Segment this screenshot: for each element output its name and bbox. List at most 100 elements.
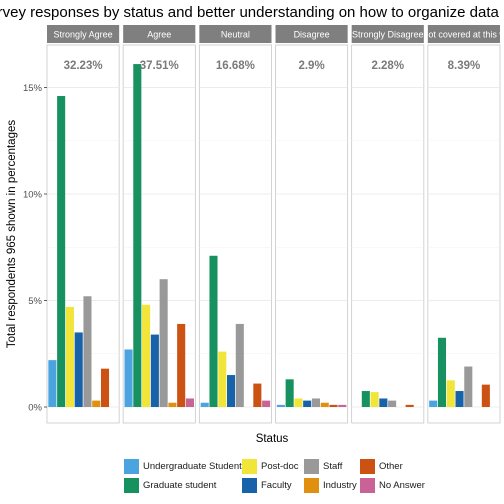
facet-strip-label: Strongly Disagree (352, 30, 424, 40)
legend-swatch (242, 458, 257, 474)
legend-label: No Answer (379, 479, 425, 491)
bar (370, 392, 379, 407)
facet-panel: Agree 37.51% (122, 25, 196, 424)
legend-item: Undergraduate Student (124, 458, 242, 474)
legend-label: Graduate student (143, 479, 217, 491)
bar (338, 404, 347, 407)
bar (262, 400, 271, 407)
facet-strip (47, 25, 120, 43)
legend-swatch (304, 477, 319, 493)
legend: Undergraduate Student Graduate student Pos… (124, 458, 444, 498)
facet-strip-label: Disagree (294, 30, 330, 40)
facet-panel: Neutral 16.68% (198, 25, 272, 424)
facet-strip-label: Agree (147, 30, 171, 40)
chart-title: urvey responses by status and better und… (0, 4, 504, 21)
bar (303, 400, 312, 407)
legend-label: Staff (323, 460, 343, 472)
bar (133, 64, 142, 407)
panel-total-label: 16.68% (216, 60, 255, 72)
bar (168, 402, 177, 407)
y-tick-label: 15% (23, 83, 43, 94)
facet-panels: Strongly Agree 32.23% Agree 37.51% Neutral 16… (46, 25, 504, 424)
bar (405, 404, 414, 407)
bar (185, 398, 194, 407)
bar (226, 375, 236, 407)
legend-item: Industry (304, 477, 357, 493)
legend-swatch (360, 458, 375, 474)
legend-swatch (242, 477, 257, 493)
bar (235, 323, 244, 407)
bar (253, 383, 262, 407)
bar (48, 360, 57, 407)
facet-panel: Not covered at this w 8.39% (422, 25, 504, 424)
facet-panel: Strongly Disagree 2.28% (351, 25, 425, 424)
bar (200, 402, 209, 407)
bar (57, 96, 66, 408)
bar (329, 404, 338, 407)
y-axis: 0% 5% 10% 15% (23, 83, 47, 414)
bar (294, 398, 303, 407)
panel-total-label: 2.28% (371, 60, 404, 72)
y-tick-label: 0% (28, 403, 42, 414)
panel-background (275, 44, 349, 424)
legend-item: Staff (304, 458, 342, 474)
bar (481, 384, 490, 407)
legend-label: Post-doc (261, 460, 299, 472)
panel-total-label: 32.23% (64, 60, 103, 72)
bar (159, 279, 168, 407)
facet-strip (199, 25, 272, 43)
y-axis-label: Total respondents 965 shown in percentag… (6, 120, 18, 348)
bar (177, 323, 186, 407)
bar (320, 402, 329, 407)
legend-label: Industry (323, 479, 357, 491)
facet-strip-label: Neutral (221, 30, 250, 40)
bar (464, 366, 473, 407)
facet-strip (275, 25, 348, 43)
panel-total-label: 2.9% (298, 60, 324, 72)
facet-strip-label: Strongly Agree (54, 30, 113, 40)
bar (65, 306, 74, 407)
bar (429, 400, 438, 407)
legend-label: Other (379, 460, 403, 472)
bar (83, 296, 92, 407)
x-axis-label: Status (256, 433, 289, 445)
panel-total-label: 37.51% (140, 60, 179, 72)
bar (209, 255, 218, 407)
legend-swatch (124, 458, 139, 474)
facet-strip (351, 25, 424, 43)
bar (124, 349, 133, 407)
bar (276, 404, 285, 407)
facet-strip (427, 25, 500, 43)
bar (142, 304, 151, 407)
legend-label: Undergraduate Student (143, 460, 242, 472)
bar (437, 337, 447, 407)
bar (74, 332, 83, 407)
y-tick-label: 10% (23, 190, 43, 201)
bar (361, 391, 370, 407)
legend-item: Graduate student (124, 477, 216, 493)
bar (446, 380, 455, 407)
facet-panel: Disagree 2.9% (275, 25, 349, 424)
legend-swatch (124, 477, 139, 493)
facet-strip-label: Not covered at this w (422, 30, 504, 40)
bar (311, 398, 321, 407)
y-tick-label: 5% (28, 296, 42, 307)
bar (379, 398, 388, 407)
facet-panel: Strongly Agree 32.23% (46, 25, 120, 424)
bar (92, 400, 101, 407)
legend-item: No Answer (360, 477, 425, 493)
bar (388, 400, 397, 407)
bar (150, 334, 159, 407)
bar (455, 391, 464, 407)
legend-item: Other (360, 458, 403, 474)
facet-strip (123, 25, 196, 43)
bar (285, 379, 294, 407)
legend-item: Faculty (242, 477, 292, 493)
legend-label: Faculty (261, 479, 292, 491)
bar (218, 351, 227, 407)
legend-swatch (360, 477, 375, 493)
legend-item: Post-doc (242, 458, 299, 474)
panel-background (351, 44, 425, 424)
panel-total-label: 8.39% (448, 60, 481, 72)
